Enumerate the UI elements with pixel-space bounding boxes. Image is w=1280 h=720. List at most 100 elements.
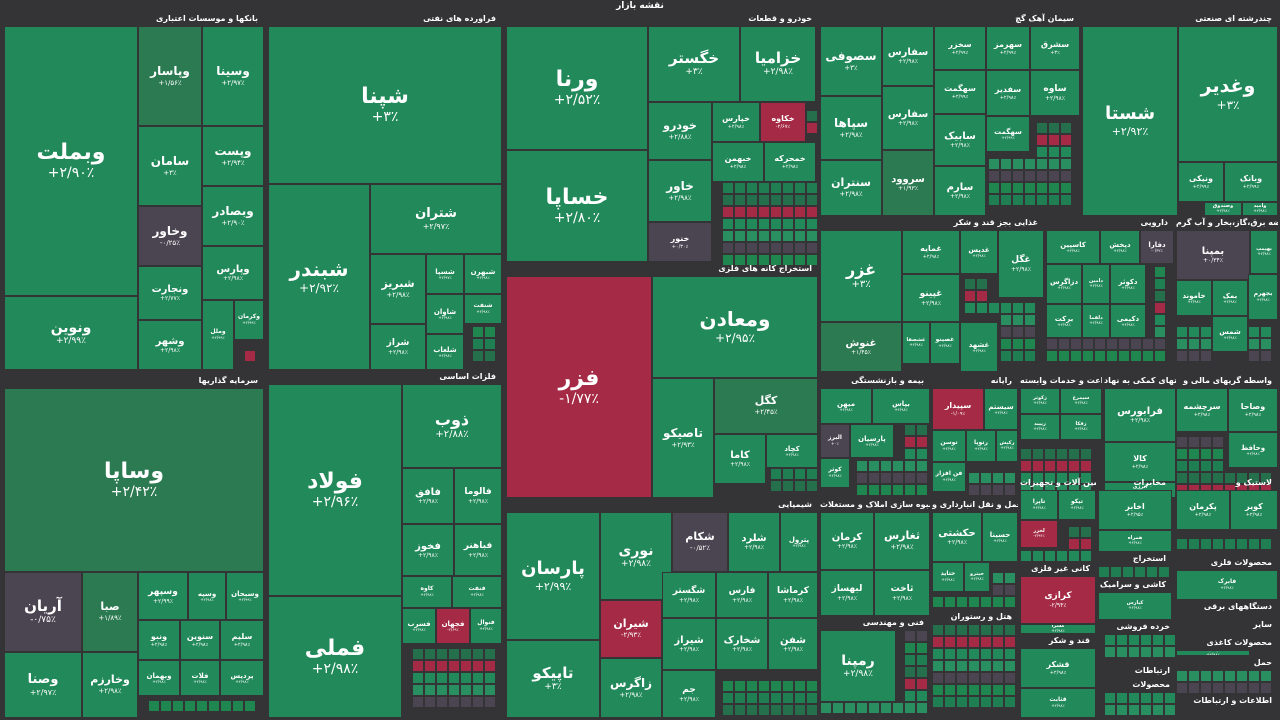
small-stock-tile[interactable] xyxy=(472,696,484,708)
stock-tile[interactable]: سلیم +۲/۹۸٪ xyxy=(220,620,264,660)
small-stock-tile[interactable] xyxy=(782,218,794,230)
stock-tile[interactable]: ثاخت +۲/۹۸٪ xyxy=(874,570,930,616)
small-stock-tile[interactable] xyxy=(1044,472,1056,484)
stock-tile[interactable]: وساپا +۲/۴۲٪ xyxy=(4,388,264,572)
small-stock-tile[interactable] xyxy=(980,660,992,672)
stock-tile[interactable]: لبهساز +۲/۹۸٪ xyxy=(820,570,874,616)
small-stock-tile[interactable] xyxy=(782,480,794,492)
stock-tile[interactable]: خودرو +۲/۸۸٪ xyxy=(648,102,712,160)
small-stock-tile[interactable] xyxy=(1060,122,1072,134)
small-stock-tile[interactable] xyxy=(770,242,782,254)
small-stock-tile[interactable] xyxy=(1024,182,1036,194)
small-stock-tile[interactable] xyxy=(956,696,968,708)
stock-tile[interactable]: غنوش +۱/۴۵٪ xyxy=(820,322,902,372)
small-stock-tile[interactable] xyxy=(484,672,496,684)
small-stock-tile[interactable] xyxy=(1212,682,1224,694)
small-stock-tile[interactable] xyxy=(1046,338,1058,350)
small-stock-tile[interactable] xyxy=(1104,634,1116,646)
small-stock-tile[interactable] xyxy=(1000,170,1012,182)
small-stock-tile[interactable] xyxy=(770,218,782,230)
stock-tile[interactable]: سشرق +۳٪ xyxy=(1030,26,1080,70)
small-stock-tile[interactable] xyxy=(1048,122,1060,134)
small-stock-tile[interactable] xyxy=(806,254,818,266)
small-stock-tile[interactable] xyxy=(758,230,770,242)
small-stock-tile[interactable] xyxy=(992,684,1004,696)
small-stock-tile[interactable] xyxy=(722,182,734,194)
small-stock-tile[interactable] xyxy=(758,254,770,266)
small-stock-tile[interactable] xyxy=(1068,550,1080,562)
small-stock-tile[interactable] xyxy=(880,460,892,472)
small-stock-tile[interactable] xyxy=(1024,326,1036,338)
small-stock-tile[interactable] xyxy=(832,702,844,714)
small-stock-tile[interactable] xyxy=(916,702,928,714)
small-stock-tile[interactable] xyxy=(992,572,1004,584)
stock-tile[interactable]: توسن +۲/۹۸٪ xyxy=(932,430,966,462)
small-stock-tile[interactable] xyxy=(1248,472,1260,484)
small-stock-tile[interactable] xyxy=(1012,326,1024,338)
small-stock-tile[interactable] xyxy=(1056,460,1068,472)
small-stock-tile[interactable] xyxy=(856,460,868,472)
small-stock-tile[interactable] xyxy=(484,326,496,338)
stock-tile[interactable]: شراز +۲/۹۸٪ xyxy=(370,324,426,370)
small-stock-tile[interactable] xyxy=(932,596,944,608)
small-stock-tile[interactable] xyxy=(1122,566,1134,578)
small-stock-tile[interactable] xyxy=(460,672,472,684)
stock-tile[interactable]: وحافظ +۲/۹۸٪ xyxy=(1228,432,1278,468)
stock-tile[interactable]: فنوال +۲/۹۸٪ xyxy=(470,608,502,644)
small-stock-tile[interactable] xyxy=(794,480,806,492)
stock-tile[interactable]: شبهرن +۲/۹۸٪ xyxy=(464,254,502,294)
small-stock-tile[interactable] xyxy=(1130,350,1142,362)
small-stock-tile[interactable] xyxy=(1032,448,1044,460)
small-stock-tile[interactable] xyxy=(806,680,818,692)
stock-tile[interactable]: حکشتی +۲/۹۸٪ xyxy=(932,512,982,562)
stock-tile[interactable]: خکاوه -۲/۶۷٪ xyxy=(760,102,806,142)
small-stock-tile[interactable] xyxy=(1152,646,1164,658)
stock-tile[interactable]: خبهمن +۲/۹۸٪ xyxy=(712,142,764,182)
small-stock-tile[interactable] xyxy=(1060,158,1072,170)
small-stock-tile[interactable] xyxy=(794,468,806,480)
small-stock-tile[interactable] xyxy=(806,110,818,122)
small-stock-tile[interactable] xyxy=(1060,182,1072,194)
small-stock-tile[interactable] xyxy=(968,660,980,672)
stock-tile[interactable]: رتوپا +۲/۹۸٪ xyxy=(966,430,996,462)
stock-tile[interactable]: سهرمز +۲/۹۹٪ xyxy=(986,26,1030,70)
small-stock-tile[interactable] xyxy=(722,194,734,206)
stock-tile[interactable]: بجهرم +۲/۹۸٪ xyxy=(1248,274,1278,320)
small-stock-tile[interactable] xyxy=(1154,350,1166,362)
small-stock-tile[interactable] xyxy=(484,684,496,696)
small-stock-tile[interactable] xyxy=(770,680,782,692)
small-stock-tile[interactable] xyxy=(1188,472,1200,484)
small-stock-tile[interactable] xyxy=(1032,550,1044,562)
small-stock-tile[interactable] xyxy=(988,194,1000,206)
stock-tile[interactable]: البرز +۰٪ xyxy=(820,424,850,458)
small-stock-tile[interactable] xyxy=(1152,634,1164,646)
small-stock-tile[interactable] xyxy=(806,122,818,134)
small-stock-tile[interactable] xyxy=(424,672,436,684)
stock-tile[interactable]: ونجارت +۲/۷۷٪ xyxy=(138,266,202,320)
small-stock-tile[interactable] xyxy=(758,242,770,254)
small-stock-tile[interactable] xyxy=(856,484,868,496)
stock-tile[interactable]: سنوین +۲/۹۸٪ xyxy=(180,620,220,660)
stock-tile[interactable]: تیکو +۲/۹۸٪ xyxy=(1058,490,1096,520)
stock-tile[interactable]: سنتران +۲/۹۸٪ xyxy=(820,160,882,216)
small-stock-tile[interactable] xyxy=(1000,350,1012,362)
stock-tile[interactable]: تاپیکو +۳٪ xyxy=(506,640,600,718)
small-stock-tile[interactable] xyxy=(208,700,220,712)
small-stock-tile[interactable] xyxy=(1020,550,1032,562)
small-stock-tile[interactable] xyxy=(1068,472,1080,484)
small-stock-tile[interactable] xyxy=(806,468,818,480)
small-stock-tile[interactable] xyxy=(794,680,806,692)
small-stock-tile[interactable] xyxy=(1154,338,1166,350)
small-stock-tile[interactable] xyxy=(868,702,880,714)
small-stock-tile[interactable] xyxy=(916,484,928,496)
small-stock-tile[interactable] xyxy=(794,704,806,716)
small-stock-tile[interactable] xyxy=(758,194,770,206)
stock-tile[interactable]: شکام -۰/۵۲٪ xyxy=(672,512,728,572)
stock-tile[interactable]: وبهمان +۲/۹۸٪ xyxy=(138,660,180,696)
stock-tile[interactable]: شنفت +۲/۹۸٪ xyxy=(464,294,502,324)
small-stock-tile[interactable] xyxy=(1154,290,1166,302)
stock-tile[interactable]: کالا +۲/۹۸٪ xyxy=(1104,442,1176,482)
stock-tile[interactable]: دکوثر +۲/۹۸٪ xyxy=(1110,264,1146,304)
stock-tile[interactable]: تاپرا +۲/۹۸٪ xyxy=(1020,490,1058,520)
stock-tile[interactable]: بمپنا +۰/۳۴٪ xyxy=(1176,230,1250,280)
